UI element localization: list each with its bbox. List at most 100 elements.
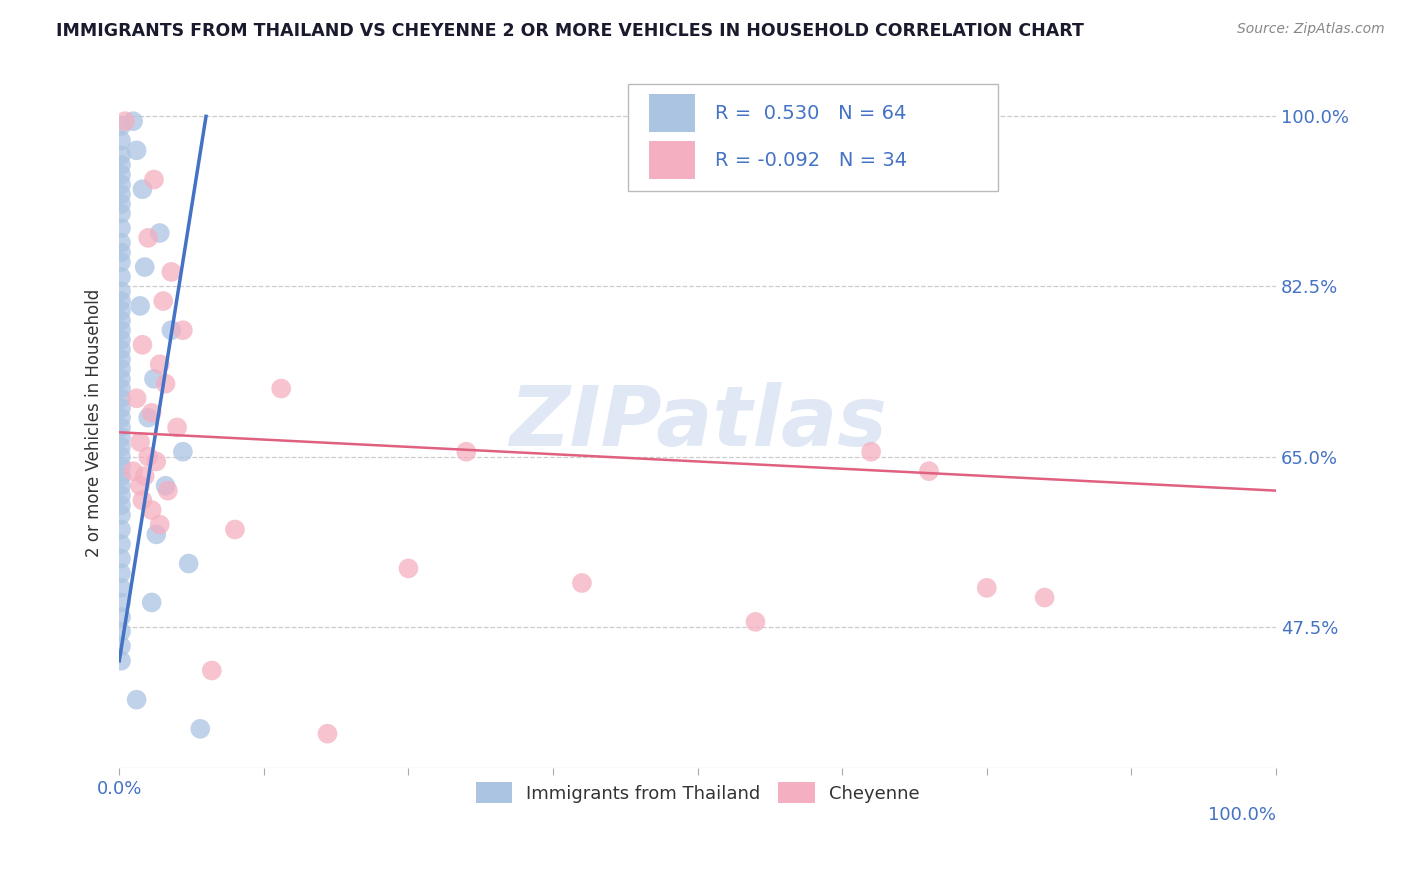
Point — [201, 664, 224, 678]
Point — [136, 231, 159, 245]
Point — [156, 483, 179, 498]
Point — [149, 357, 172, 371]
Point — [110, 352, 132, 367]
Point — [224, 523, 246, 537]
Point — [110, 430, 132, 444]
Point — [122, 114, 145, 128]
Point — [110, 285, 132, 299]
Point — [110, 450, 132, 464]
Point — [141, 503, 163, 517]
Point — [110, 197, 132, 211]
Point — [134, 260, 156, 274]
Point — [110, 187, 132, 202]
Point — [110, 391, 132, 405]
Point — [188, 722, 211, 736]
Point — [110, 168, 132, 182]
Point — [110, 235, 132, 250]
Point — [129, 479, 152, 493]
Point — [110, 245, 132, 260]
Text: 100.0%: 100.0% — [1208, 805, 1277, 823]
Point — [125, 692, 148, 706]
Point — [110, 410, 132, 425]
Point — [110, 523, 132, 537]
Point — [110, 269, 132, 284]
Point — [110, 343, 132, 357]
Point — [155, 376, 177, 391]
Point — [143, 372, 166, 386]
Point — [456, 444, 478, 458]
Point — [177, 557, 200, 571]
FancyBboxPatch shape — [628, 85, 998, 191]
Point — [114, 114, 136, 128]
Point — [110, 498, 132, 512]
Point — [110, 566, 132, 581]
Point — [125, 391, 148, 405]
Point — [316, 727, 339, 741]
Point — [110, 221, 132, 235]
Point — [136, 410, 159, 425]
Point — [145, 454, 167, 468]
Point — [110, 372, 132, 386]
Point — [110, 624, 132, 639]
Point — [129, 435, 152, 450]
Point — [110, 508, 132, 522]
Point — [110, 206, 132, 220]
Point — [172, 444, 194, 458]
Point — [110, 469, 132, 483]
Point — [152, 293, 174, 308]
Point — [141, 595, 163, 609]
Point — [110, 401, 132, 415]
Point — [131, 493, 153, 508]
Point — [270, 382, 292, 396]
Point — [110, 158, 132, 172]
Legend: Immigrants from Thailand, Cheyenne: Immigrants from Thailand, Cheyenne — [468, 775, 927, 811]
Text: R = -0.092   N = 34: R = -0.092 N = 34 — [716, 151, 907, 169]
Point — [110, 148, 132, 162]
Point — [110, 654, 132, 668]
Point — [166, 420, 188, 434]
Point — [110, 639, 132, 653]
Point — [110, 459, 132, 474]
Point — [149, 517, 172, 532]
Point — [571, 576, 593, 591]
Point — [155, 479, 177, 493]
Point — [125, 144, 148, 158]
Point — [110, 610, 132, 624]
Point — [110, 488, 132, 502]
Point — [110, 420, 132, 434]
Text: IMMIGRANTS FROM THAILAND VS CHEYENNE 2 OR MORE VEHICLES IN HOUSEHOLD CORRELATION: IMMIGRANTS FROM THAILAND VS CHEYENNE 2 O… — [56, 22, 1084, 40]
Point — [160, 323, 183, 337]
Point — [110, 119, 132, 133]
Point — [110, 313, 132, 327]
Point — [110, 323, 132, 337]
Point — [860, 444, 883, 458]
Text: ZIPatlas: ZIPatlas — [509, 382, 887, 463]
Point — [136, 450, 159, 464]
Point — [1033, 591, 1056, 605]
Point — [160, 265, 183, 279]
Text: R =  0.530   N = 64: R = 0.530 N = 64 — [716, 103, 907, 123]
Point — [110, 362, 132, 376]
FancyBboxPatch shape — [650, 95, 696, 132]
Point — [110, 333, 132, 347]
Point — [110, 303, 132, 318]
Point — [172, 323, 194, 337]
Point — [976, 581, 998, 595]
Point — [149, 226, 172, 240]
Point — [110, 382, 132, 396]
Point — [110, 479, 132, 493]
Point — [110, 551, 132, 566]
Point — [131, 182, 153, 196]
Point — [398, 561, 420, 575]
Point — [131, 338, 153, 352]
Point — [110, 134, 132, 148]
Y-axis label: 2 or more Vehicles in Household: 2 or more Vehicles in Household — [86, 288, 103, 557]
Point — [122, 464, 145, 478]
Point — [110, 293, 132, 308]
Point — [110, 581, 132, 595]
Point — [110, 178, 132, 192]
Point — [110, 595, 132, 609]
Point — [134, 469, 156, 483]
Point — [129, 299, 152, 313]
Text: Source: ZipAtlas.com: Source: ZipAtlas.com — [1237, 22, 1385, 37]
